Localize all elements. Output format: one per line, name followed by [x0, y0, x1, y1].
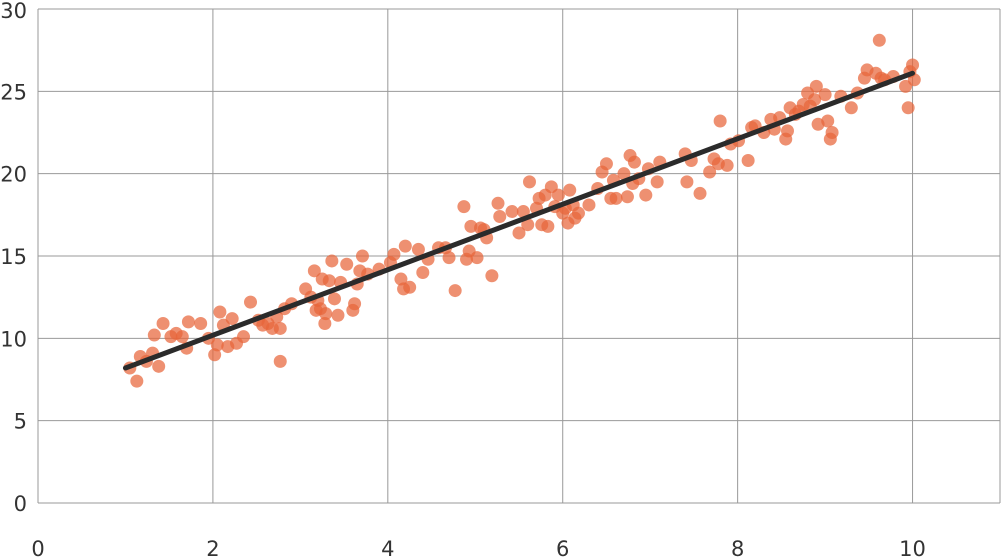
data-point-45 [331, 308, 345, 322]
data-point-146 [821, 114, 835, 128]
data-point-13 [194, 317, 208, 331]
data-point-98 [571, 206, 585, 220]
y-tick-label-25: 25 [0, 80, 27, 104]
data-point-127 [741, 153, 755, 167]
data-point-77 [491, 196, 505, 210]
y-axis-tick-labels: 0 5 10 15 20 25 30 [0, 0, 27, 516]
x-tick-label-0: 0 [31, 537, 44, 558]
data-point-107 [620, 190, 634, 204]
data-point-44 [327, 292, 341, 306]
data-point-124 [720, 158, 734, 172]
data-point-145 [818, 88, 832, 102]
fit-line-layer [122, 70, 916, 371]
data-point-95 [563, 183, 577, 197]
data-point-91 [551, 188, 565, 202]
data-point-79 [505, 205, 519, 219]
x-axis-tick-labels: 0 2 4 6 8 10 [31, 537, 926, 558]
data-point-120 [703, 165, 717, 179]
data-point-16 [210, 338, 224, 352]
data-point-30 [273, 321, 287, 335]
data-point-52 [355, 249, 369, 263]
data-point-5 [147, 328, 161, 342]
y-tick-label-10: 10 [0, 327, 27, 351]
data-point-67 [448, 284, 462, 298]
data-point-112 [639, 188, 653, 202]
fit-line [122, 70, 916, 371]
data-point-80 [512, 226, 526, 240]
data-point-47 [340, 257, 354, 271]
data-points [123, 33, 921, 388]
data-point-160 [901, 101, 915, 115]
data-point-105 [609, 191, 623, 205]
data-point-150 [844, 101, 858, 115]
data-point-6 [152, 359, 166, 373]
data-point-17 [213, 305, 227, 319]
data-point-114 [650, 175, 664, 189]
data-point-142 [808, 93, 822, 107]
data-point-23 [244, 295, 258, 309]
data-point-10 [175, 330, 189, 344]
data-point-155 [872, 33, 886, 47]
y-tick-label-15: 15 [0, 245, 27, 269]
x-tick-label-6: 6 [556, 537, 569, 558]
data-point-88 [541, 219, 555, 233]
data-point-68 [457, 200, 471, 214]
data-point-59 [398, 239, 412, 253]
data-point-148 [825, 126, 839, 139]
data-point-143 [809, 79, 823, 93]
data-point-40 [318, 317, 332, 331]
data-point-135 [780, 124, 794, 138]
data-point-66 [442, 251, 456, 265]
y-tick-label-5: 5 [14, 410, 27, 434]
data-point-72 [470, 251, 484, 265]
data-point-76 [485, 269, 499, 283]
data-point-99 [582, 198, 596, 212]
data-point-81 [516, 205, 530, 219]
data-point-62 [416, 265, 430, 279]
data-point-71 [464, 219, 478, 233]
data-point-83 [522, 175, 536, 189]
data-point-1 [130, 374, 144, 388]
y-tick-label-20: 20 [0, 163, 27, 187]
data-point-102 [599, 157, 613, 171]
data-point-78 [493, 209, 507, 223]
data-point-61 [411, 242, 425, 256]
data-point-117 [680, 175, 694, 189]
data-point-41 [319, 307, 333, 321]
data-point-110 [627, 155, 641, 169]
data-point-60 [403, 280, 417, 294]
data-point-57 [394, 272, 408, 286]
x-tick-label-4: 4 [381, 537, 394, 558]
data-point-12 [181, 315, 195, 329]
data-point-35 [307, 264, 321, 278]
data-point-123 [713, 114, 727, 128]
grid-lines [37, 8, 1001, 504]
data-point-106 [617, 167, 631, 181]
y-tick-label-0: 0 [14, 492, 27, 516]
data-point-163 [907, 73, 921, 87]
x-tick-label-2: 2 [206, 537, 219, 558]
y-tick-label-30: 30 [0, 0, 27, 23]
data-point-162 [906, 58, 920, 72]
data-point-7 [156, 317, 170, 331]
data-point-22 [237, 330, 251, 344]
data-point-82 [521, 218, 535, 232]
data-point-43 [325, 254, 339, 268]
data-point-119 [693, 186, 707, 200]
data-point-29 [273, 354, 287, 368]
x-tick-label-10: 10 [899, 537, 926, 558]
data-point-20 [225, 312, 239, 326]
data-point-56 [387, 247, 401, 261]
data-point-49 [348, 297, 362, 311]
data-point-42 [322, 274, 336, 288]
data-point-15 [208, 348, 222, 362]
x-tick-label-8: 8 [731, 537, 744, 558]
